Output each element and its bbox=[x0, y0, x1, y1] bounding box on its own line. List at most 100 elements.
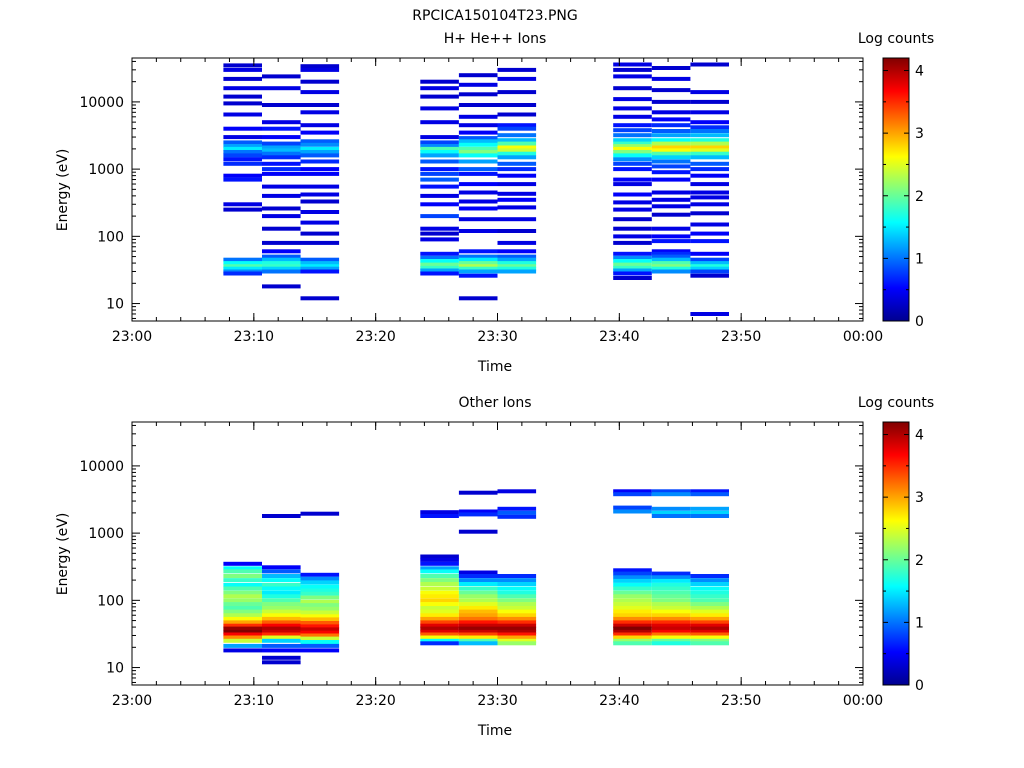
heatmap-cell bbox=[420, 120, 459, 125]
colorbar-ticks: 0 1 2 3 4 bbox=[883, 428, 924, 694]
heatmap-cell bbox=[300, 633, 340, 638]
x-tick-label: 23:40 bbox=[599, 329, 639, 345]
heatmap-cell bbox=[420, 514, 459, 518]
heatmap-cell bbox=[262, 609, 301, 614]
heatmap-cell bbox=[223, 606, 262, 610]
heatmap-cell bbox=[262, 569, 301, 574]
heatmap-cell bbox=[458, 139, 498, 144]
heatmap-cell bbox=[262, 590, 301, 595]
heatmap-cell bbox=[497, 598, 537, 603]
heatmap-cell bbox=[223, 63, 262, 68]
heatmap-cell bbox=[690, 62, 729, 67]
heatmap-cell bbox=[613, 74, 652, 79]
heatmap-cell bbox=[420, 237, 459, 242]
heatmap-cell bbox=[613, 606, 652, 610]
heatmap-cell bbox=[497, 641, 537, 646]
heatmap-cell bbox=[613, 251, 652, 256]
heatmap-cell bbox=[300, 643, 340, 648]
heatmap-cell bbox=[223, 620, 262, 625]
heatmap-cell bbox=[458, 257, 498, 262]
heatmap-cell bbox=[300, 167, 340, 172]
heatmap-cell bbox=[262, 269, 301, 274]
heatmap-cell bbox=[300, 240, 340, 245]
heatmap-cell bbox=[690, 616, 729, 621]
heatmap-cell bbox=[223, 266, 262, 271]
heatmap-cell bbox=[458, 594, 498, 599]
heatmap-cell bbox=[262, 240, 301, 245]
heatmap-cell bbox=[497, 613, 537, 618]
heatmap-cell bbox=[420, 226, 459, 231]
heatmap-cell bbox=[651, 626, 691, 631]
heatmap-cell bbox=[223, 94, 262, 99]
heatmap-cell bbox=[651, 641, 691, 646]
heatmap-cell bbox=[420, 86, 459, 91]
heatmap-cell bbox=[651, 616, 691, 621]
heatmap-cell bbox=[690, 129, 729, 133]
heatmap-cell bbox=[690, 578, 729, 583]
heatmap-cell bbox=[262, 620, 301, 625]
heatmap-cell bbox=[497, 602, 537, 607]
heatmap-cell bbox=[223, 257, 262, 262]
heatmap-cell bbox=[613, 505, 652, 510]
heatmap-cell bbox=[223, 261, 262, 266]
heatmap-cell bbox=[613, 492, 652, 497]
heatmap-cell bbox=[420, 510, 459, 515]
heatmap-cell bbox=[497, 138, 537, 143]
heatmap-cell bbox=[651, 606, 691, 610]
heatmap-cell bbox=[613, 509, 652, 514]
heatmap-cell bbox=[223, 566, 262, 571]
colorbar-tick-label: 3 bbox=[915, 490, 924, 506]
heatmap-cell bbox=[300, 64, 340, 69]
heatmap-cell bbox=[651, 254, 691, 259]
heatmap-cell bbox=[690, 257, 729, 262]
heatmap-cell bbox=[262, 151, 301, 156]
heatmap-cell bbox=[497, 205, 537, 210]
heatmap-cell bbox=[497, 514, 537, 519]
heatmap-cell bbox=[262, 254, 301, 259]
heatmap-cell bbox=[300, 599, 340, 604]
heatmap-cell bbox=[300, 603, 340, 608]
heatmap-cell bbox=[613, 167, 652, 172]
heatmap-cell bbox=[690, 586, 729, 591]
heatmap-cell bbox=[651, 623, 691, 628]
heatmap-cell bbox=[613, 234, 652, 239]
heatmap-cell bbox=[420, 566, 459, 571]
heatmap-cell bbox=[458, 616, 498, 621]
heatmap-cell bbox=[690, 273, 729, 278]
heatmap-cell bbox=[420, 144, 459, 149]
heatmap-cell bbox=[613, 192, 652, 197]
heatmap-cell bbox=[458, 123, 498, 128]
colorbar-ticks: 0 1 2 3 4 bbox=[883, 64, 924, 330]
heatmap-cell bbox=[458, 609, 498, 614]
heatmap-cell bbox=[420, 569, 459, 574]
heatmap-cell bbox=[223, 161, 262, 166]
heatmap-cell bbox=[458, 269, 498, 274]
heatmap-cell bbox=[420, 626, 459, 631]
heatmap-cell bbox=[420, 259, 459, 263]
colorbar-tick-label: 3 bbox=[915, 126, 924, 142]
heatmap-cell bbox=[690, 173, 729, 178]
heatmap-cell bbox=[420, 202, 459, 207]
heatmap-cell bbox=[458, 182, 498, 187]
heatmap-cell bbox=[690, 510, 729, 515]
heatmap-cell bbox=[613, 613, 652, 618]
heatmap-cell bbox=[223, 76, 262, 81]
heatmap-cell bbox=[458, 159, 498, 164]
heatmap-cell bbox=[458, 623, 498, 628]
axis-ticks: 23:00 23:10 23:20 23:30 23:40 23:50 00:00 10 100… bbox=[79, 58, 883, 345]
heatmap-cell bbox=[613, 67, 652, 72]
heatmap-cell bbox=[223, 144, 262, 149]
heatmap-cell bbox=[420, 193, 459, 198]
heatmap-cell bbox=[420, 557, 459, 562]
heatmap-cell bbox=[690, 231, 729, 236]
heatmap-cell bbox=[300, 606, 340, 611]
heatmap-cell bbox=[223, 623, 262, 628]
heatmap-cell bbox=[458, 632, 498, 637]
heatmap-cell bbox=[651, 170, 691, 175]
heatmap-cell bbox=[420, 586, 459, 591]
heatmap-cell bbox=[223, 135, 262, 140]
heatmap-cell bbox=[458, 254, 498, 259]
heatmap-cell bbox=[651, 141, 691, 146]
heatmap-cell bbox=[690, 141, 729, 146]
heatmap-cell bbox=[420, 578, 459, 583]
